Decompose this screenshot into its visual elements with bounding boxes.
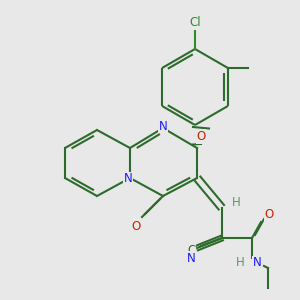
Text: N: N	[159, 119, 167, 133]
Text: N: N	[124, 172, 132, 185]
Text: O: O	[264, 208, 274, 220]
Text: O: O	[196, 130, 206, 143]
Text: C: C	[187, 244, 195, 257]
Text: O: O	[131, 220, 141, 232]
Text: H: H	[232, 196, 240, 209]
Text: Cl: Cl	[189, 16, 201, 29]
Text: H: H	[236, 256, 244, 269]
Text: N: N	[187, 251, 195, 265]
Text: N: N	[253, 256, 261, 269]
